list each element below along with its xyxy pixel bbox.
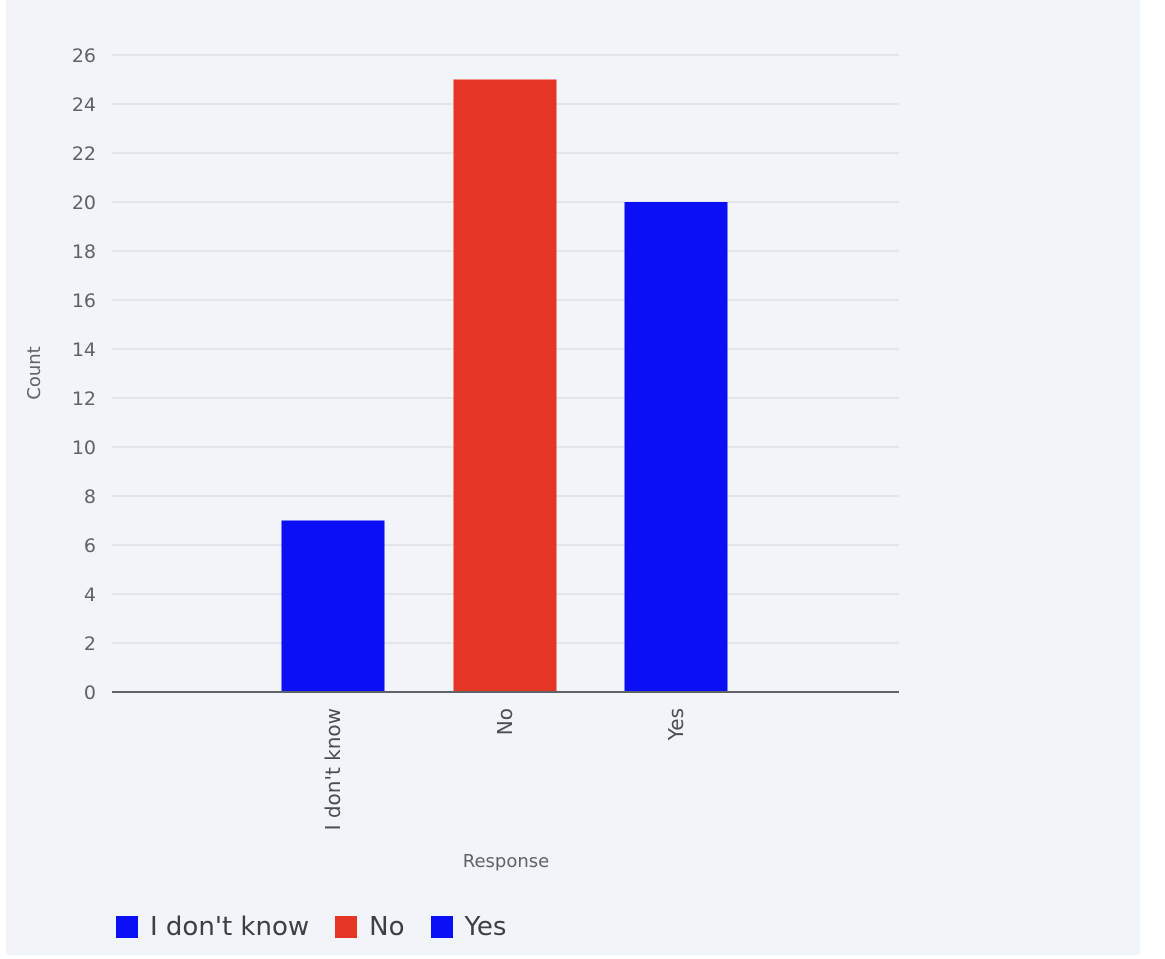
y-tick-label: 2 [84, 633, 96, 655]
x-tick-label: I don't know [321, 708, 345, 830]
y-axis-title: Count [24, 346, 45, 399]
y-tick-label: 6 [84, 535, 96, 557]
y-tick-label: 22 [72, 143, 96, 165]
legend: I don't know No Yes [116, 912, 532, 942]
y-tick-label: 14 [72, 339, 96, 361]
x-tick-label: No [493, 708, 517, 735]
y-tick-label: 4 [84, 584, 96, 606]
y-tick-label: 12 [72, 388, 96, 410]
bar-1 [453, 79, 557, 692]
y-tick-label: 26 [72, 45, 96, 67]
y-tick-label: 0 [84, 682, 96, 704]
y-tick-label: 10 [72, 437, 96, 459]
legend-label: Yes [464, 912, 507, 942]
legend-item: I don't know [116, 912, 309, 942]
legend-item: Yes [430, 912, 507, 942]
legend-label: I don't know [150, 912, 310, 942]
y-tick-label: 8 [84, 486, 96, 508]
bars [281, 79, 728, 692]
x-axis-ticks: I don't know No Yes [321, 708, 688, 830]
legend-swatch [116, 916, 138, 938]
bar-2 [624, 202, 728, 692]
legend-label: No [369, 912, 405, 942]
y-tick-label: 16 [72, 290, 96, 312]
legend-swatch [430, 916, 453, 938]
y-tick-label: 18 [72, 241, 96, 263]
legend-item: No [335, 912, 405, 942]
chart-panel [6, 0, 1140, 955]
y-tick-label: 20 [72, 192, 96, 214]
x-axis-title: Response [463, 851, 549, 872]
legend-swatch [335, 916, 358, 938]
x-tick-label: Yes [664, 708, 688, 741]
y-tick-label: 24 [72, 94, 96, 116]
bar-0 [281, 520, 385, 692]
